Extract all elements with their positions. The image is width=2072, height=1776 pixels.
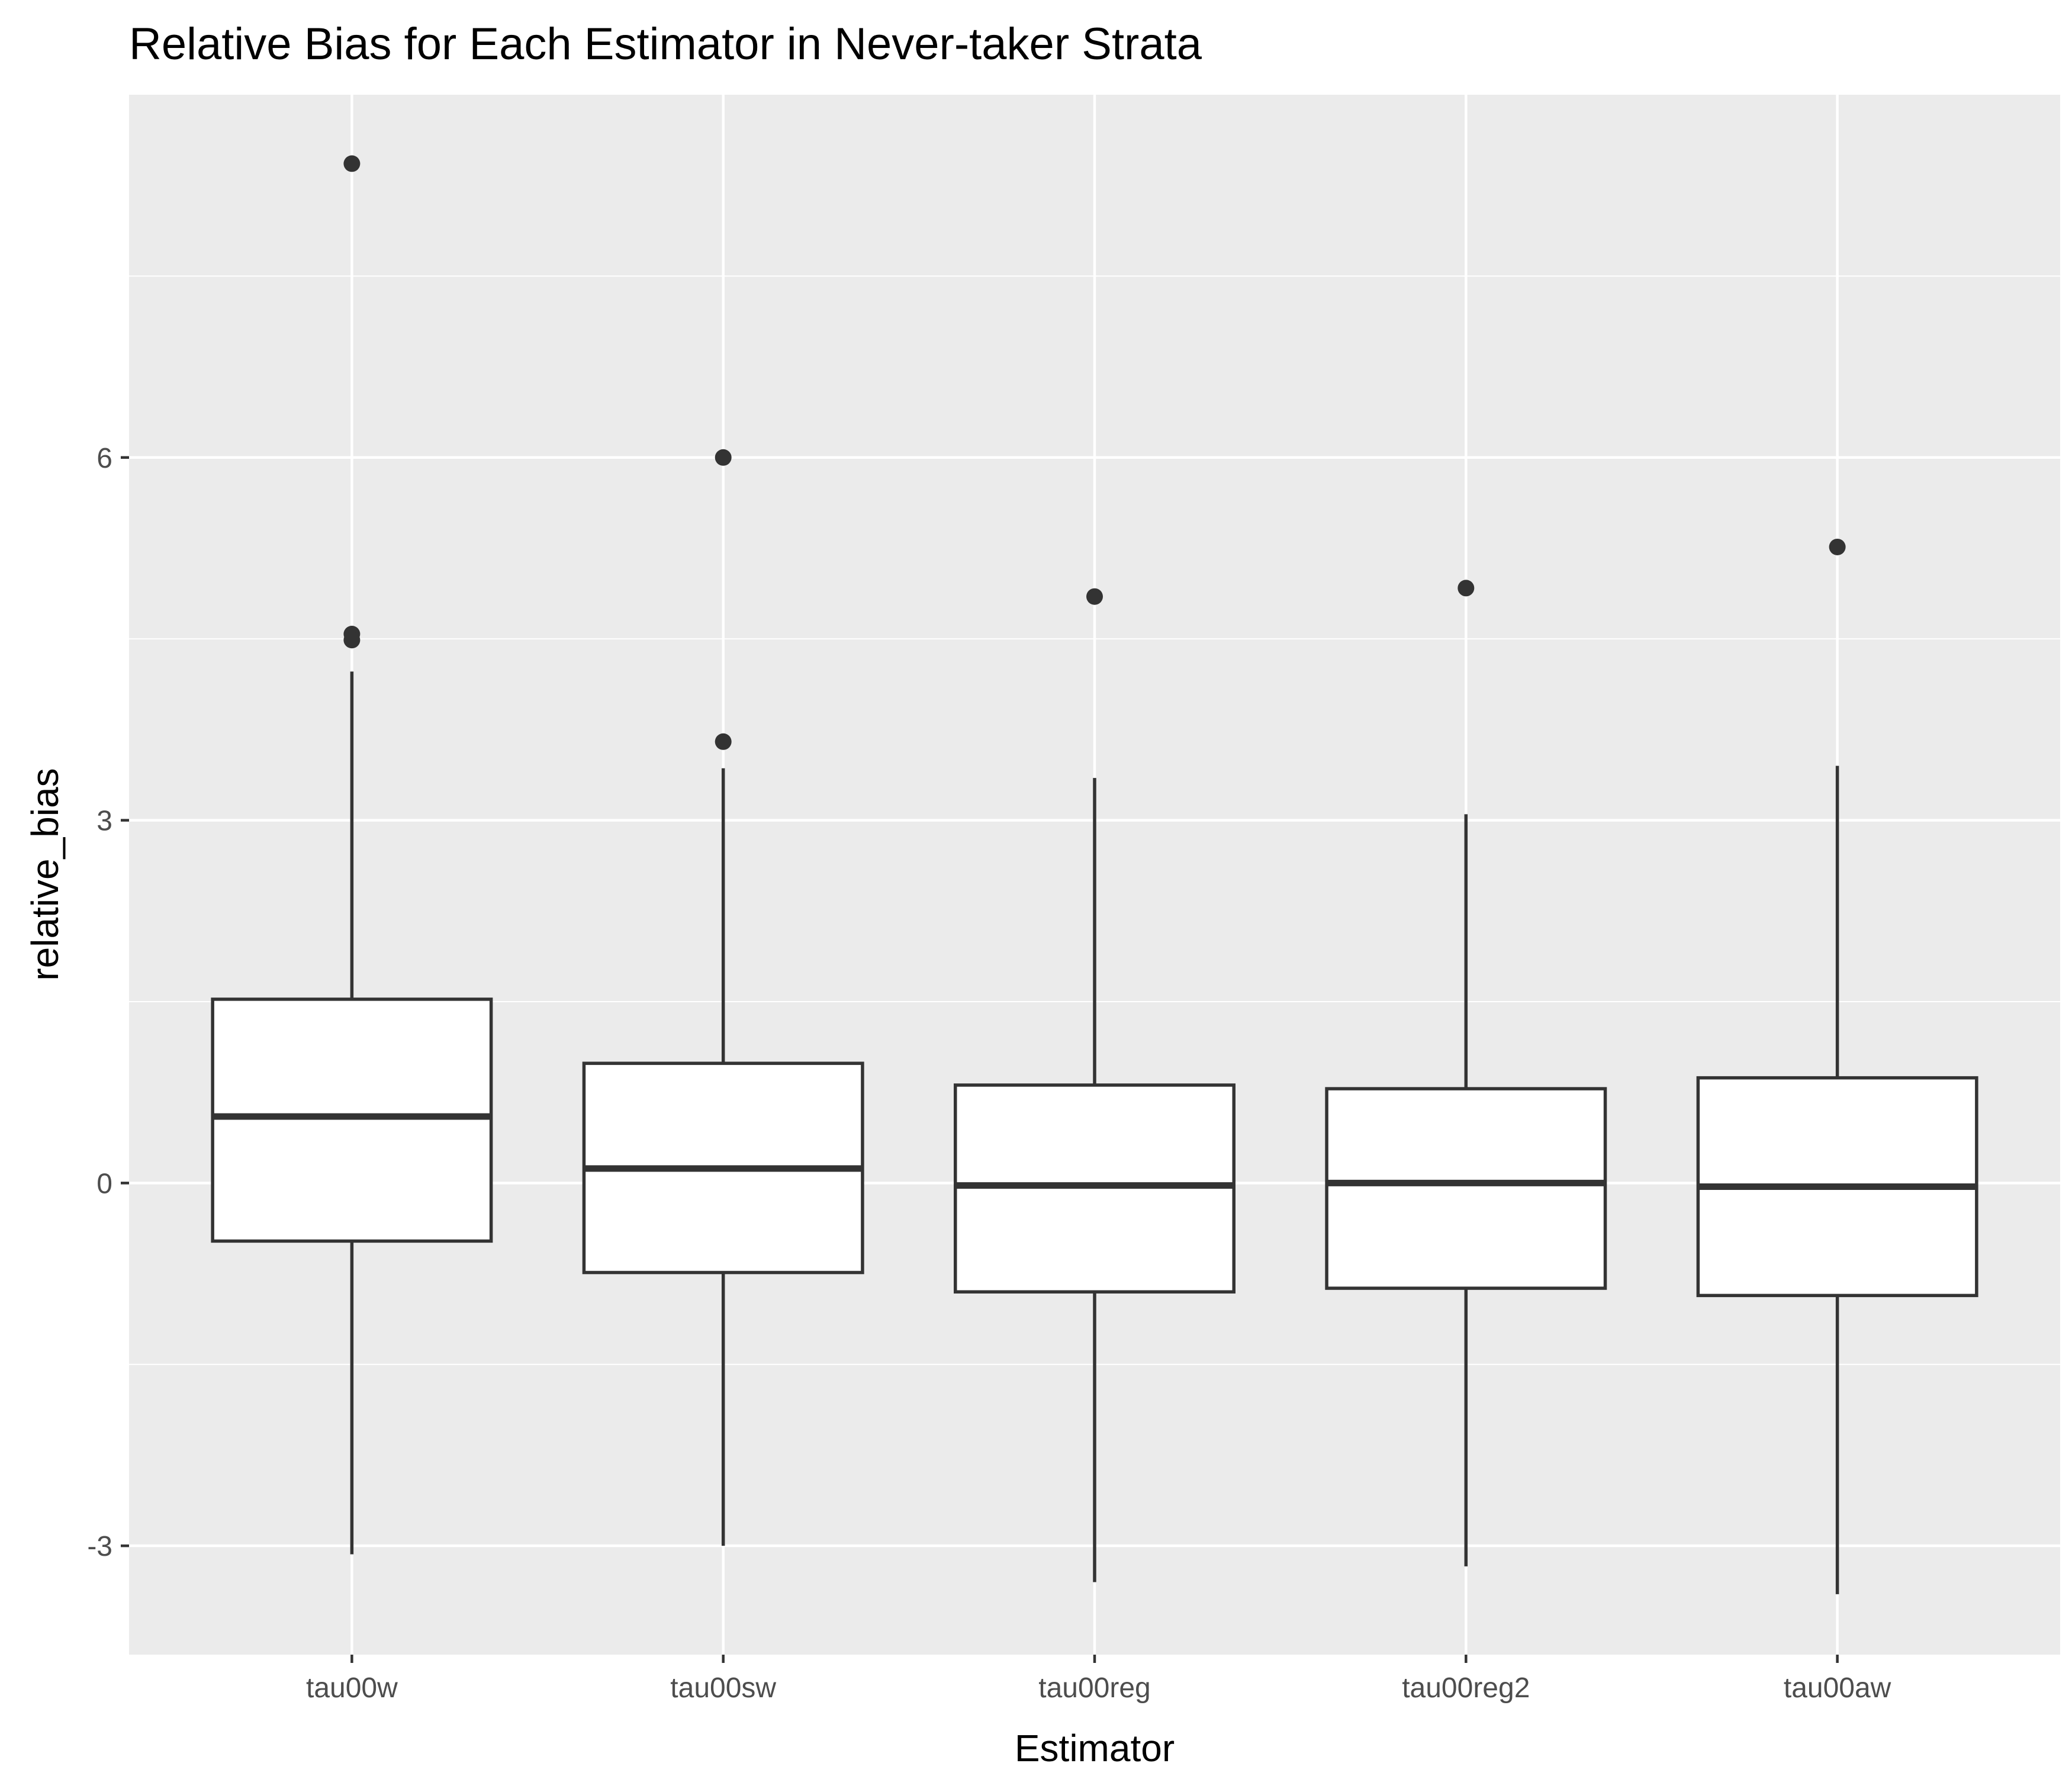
x-tick-label: tau00aw	[1784, 1672, 1891, 1704]
x-axis: tau00w tau00sw tau00reg tau00reg2 tau00aw	[306, 1655, 1891, 1704]
x-tick-label: tau00reg	[1038, 1672, 1151, 1704]
box-iqr	[211, 998, 493, 1243]
y-tick-label: 0	[96, 1168, 112, 1199]
chart-title: Relative Bias for Each Estimator in Neve…	[129, 19, 1202, 69]
x-axis-title: Estimator	[1015, 1727, 1175, 1769]
outlier-point	[1086, 588, 1103, 605]
outlier-point	[1458, 580, 1475, 597]
outlier-point	[715, 733, 732, 750]
outlier-point	[343, 155, 361, 172]
y-axis-title: relative_bias	[24, 768, 66, 980]
box-tau00aw	[1696, 538, 1978, 1594]
y-tick-label: 6	[96, 443, 112, 474]
box-iqr	[1325, 1087, 1607, 1290]
box-tau00reg2	[1325, 580, 1607, 1566]
y-axis: -3 0 3 6	[87, 443, 129, 1562]
boxplot-series	[211, 155, 1978, 1594]
box-tau00reg	[954, 588, 1236, 1582]
x-tick-label: tau00sw	[670, 1672, 776, 1704]
box-tau00sw	[582, 449, 864, 1546]
outlier-point	[1829, 538, 1846, 555]
outlier-point	[715, 449, 732, 466]
x-tick-label: tau00w	[306, 1672, 398, 1704]
x-tick-label: tau00reg2	[1402, 1672, 1530, 1704]
outlier-point	[343, 632, 361, 649]
y-tick-label: 3	[96, 806, 112, 837]
y-tick-label: -3	[87, 1531, 112, 1562]
box-tau00w	[211, 155, 493, 1555]
